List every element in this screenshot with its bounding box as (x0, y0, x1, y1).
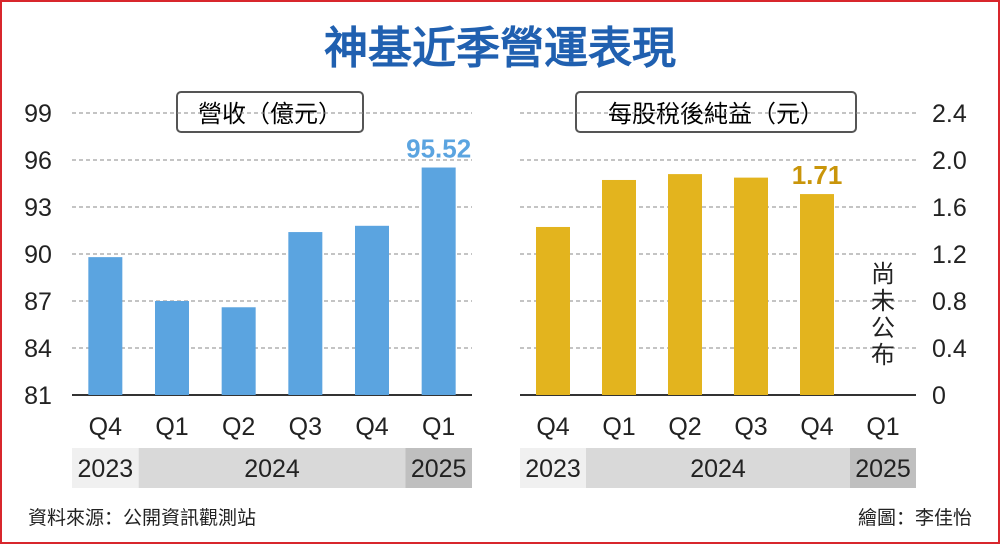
x-tick-label: Q3 (289, 413, 322, 441)
bar (288, 232, 323, 395)
credit-note: 繪圖：李佳怡 (858, 507, 972, 529)
x-tick-label: Q1 (155, 413, 188, 441)
x-tick-label: Q1 (602, 413, 635, 441)
y-tick-label: 93 (24, 194, 52, 222)
y-tick-label: 0.8 (932, 288, 967, 316)
chart-title: 神基近季營運表現 (324, 23, 676, 74)
x-tick-label: Q4 (536, 413, 569, 441)
bar (602, 179, 636, 395)
bar (88, 257, 123, 395)
year-label: 2023 (525, 455, 581, 483)
not-announced-label: 尚 (871, 260, 895, 288)
x-tick-label: Q4 (89, 413, 122, 441)
y-tick-label: 81 (24, 382, 52, 410)
y-tick-label: 1.6 (932, 194, 967, 222)
y-tick-label: 2.4 (932, 100, 967, 128)
bar (536, 226, 570, 395)
y-tick-label: 84 (24, 335, 52, 363)
y-tick-label: 90 (24, 241, 52, 269)
year-band (520, 448, 586, 488)
revenue-chart: 81 84 87 90 93 96 99 Q4 Q1 Q2 Q3 Q4 95.52 Q1 2023 2024 2… (24, 100, 472, 488)
bar (221, 307, 256, 395)
bar (155, 301, 189, 395)
y-tick-label: 0.4 (932, 335, 967, 363)
revenue-chart-title: 營收（億元） (198, 100, 342, 128)
x-tick-label: Q1 (422, 413, 455, 441)
x-tick-label: Q2 (668, 413, 701, 441)
bar (421, 167, 456, 395)
bar (800, 194, 834, 395)
revenue-title-box: 營收（億元） (176, 91, 364, 133)
not-announced-label: 公 (871, 314, 895, 342)
year-label: 2025 (855, 455, 911, 483)
year-label: 2025 (411, 455, 467, 483)
bar-value-label: 1.71 (792, 160, 843, 190)
source-note: 資料來源：公開資訊觀測站 (28, 507, 256, 529)
year-label: 2023 (78, 455, 134, 483)
x-tick-label: Q2 (222, 413, 255, 441)
y-tick-label: 0 (932, 382, 946, 410)
not-announced-label: 未 (871, 287, 895, 315)
eps-title-box: 每股稅後純益（元） (575, 91, 857, 133)
year-band (138, 448, 406, 488)
year-label: 2024 (690, 455, 746, 483)
x-tick-label: Q4 (355, 413, 388, 441)
x-tick-label: Q1 (866, 413, 899, 441)
bar (734, 177, 768, 395)
not-announced-label: 布 (871, 341, 895, 369)
bar (668, 174, 702, 395)
year-band (586, 448, 850, 488)
eps-chart-title: 每股稅後純益（元） (608, 100, 824, 128)
x-tick-label: Q4 (800, 413, 833, 441)
year-band (850, 448, 916, 488)
year-label: 2024 (244, 455, 300, 483)
year-band (405, 448, 472, 488)
bar-value-label: 95.52 (406, 134, 471, 164)
x-tick-label: Q3 (734, 413, 767, 441)
bar (355, 225, 389, 395)
y-tick-label: 99 (24, 100, 52, 128)
y-tick-label: 2.0 (932, 147, 967, 175)
y-tick-label: 87 (24, 288, 52, 316)
y-tick-label: 1.2 (932, 241, 967, 269)
year-band (72, 448, 139, 488)
y-tick-label: 96 (24, 147, 52, 175)
